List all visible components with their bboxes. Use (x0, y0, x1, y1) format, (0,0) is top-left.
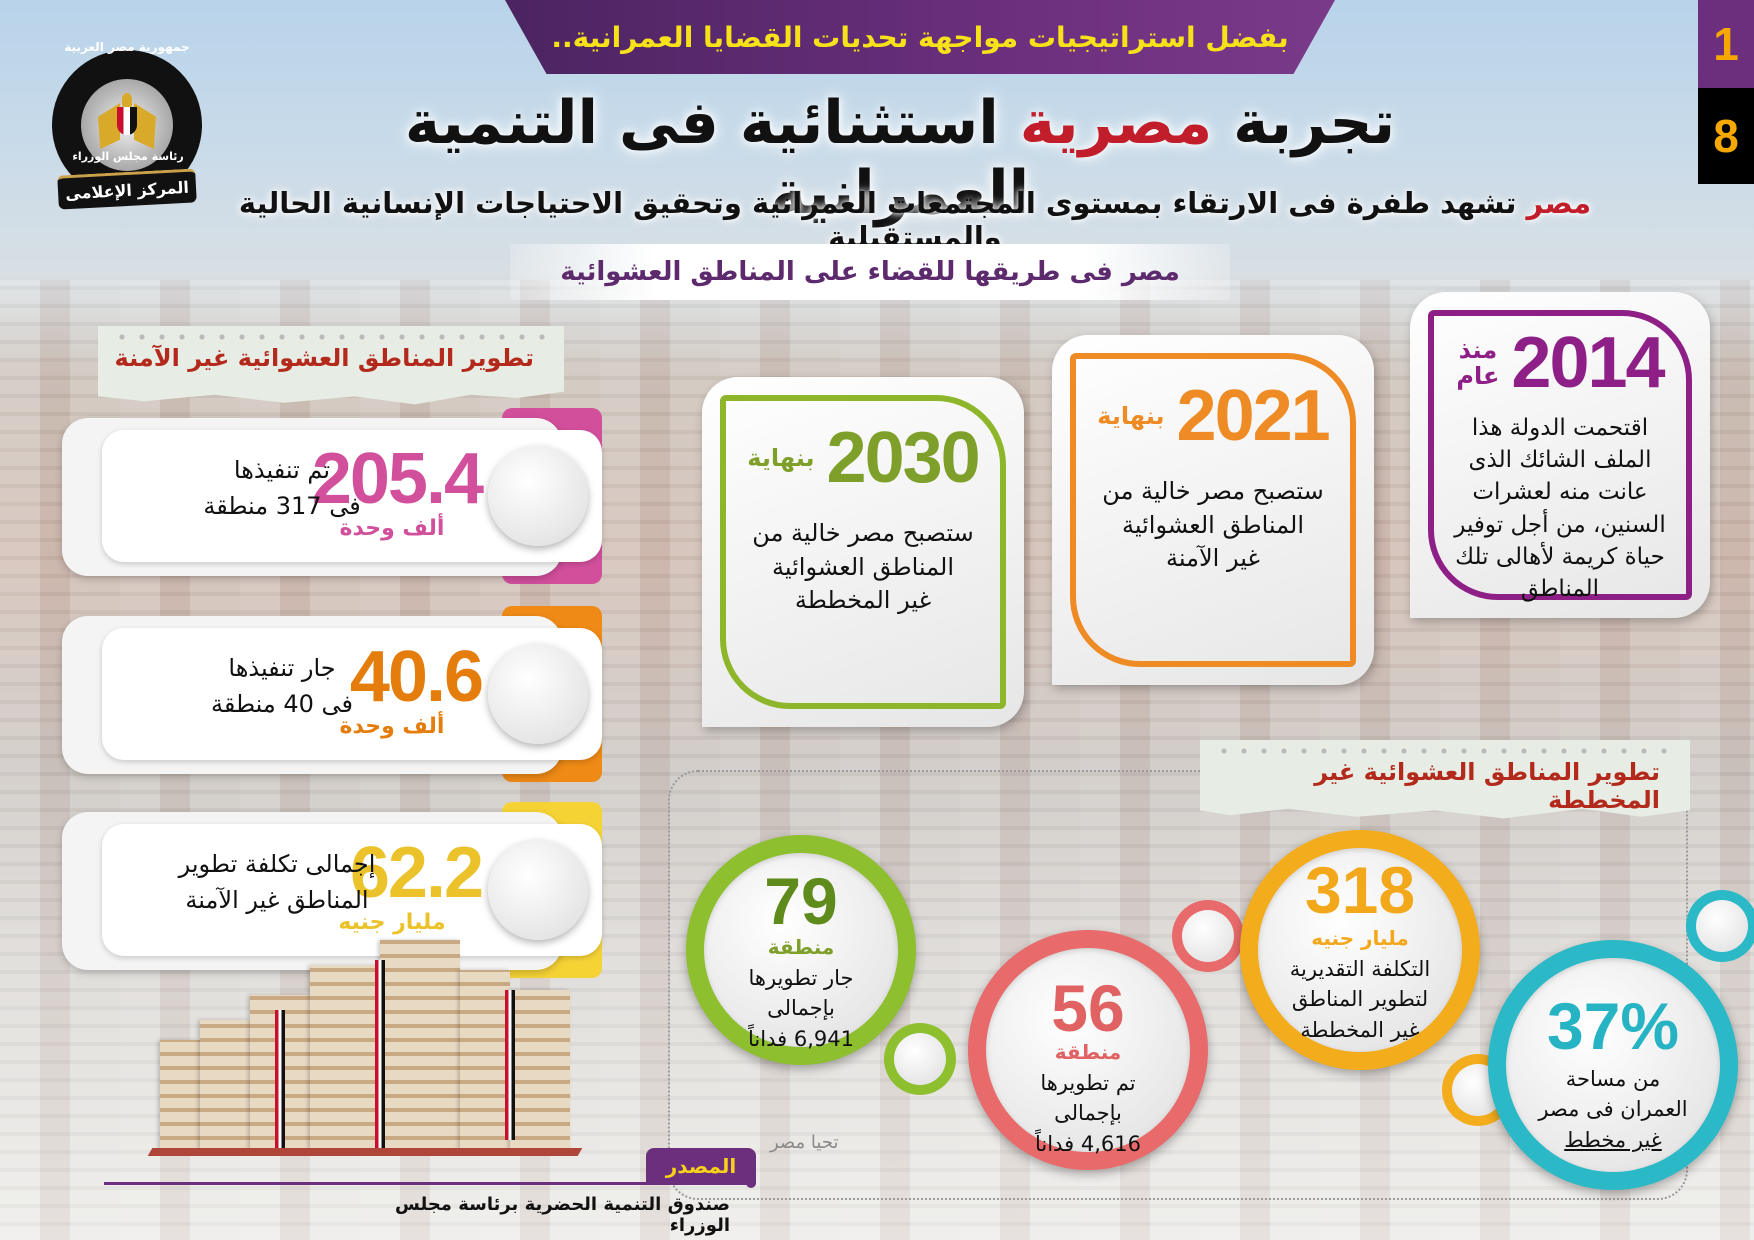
stat-row-ongoing-units: 40.6 ألف وحدة جار تنفيذها فى 40 منطقة (62, 606, 602, 782)
timeline-text: اقتحمت الدولة هذا الملف الشائك الذى عانت… (1454, 415, 1666, 602)
timeline-year: 2014 (1511, 323, 1665, 403)
page-title: تجربة مصرية استثنائية فى التنمية العمران… (404, 88, 1396, 228)
title-accent: مصرية (1019, 88, 1213, 158)
page-subtitle: مصر تشهد طفرة فى الارتقاء بمستوى المجتمع… (238, 186, 1592, 254)
tagline-bar: مصر فى طريقها للقضاء على المناطق العشوائ… (510, 244, 1230, 300)
logo-sub-text: رئاسة مجلس الوزراء (72, 150, 184, 163)
timeline-year: 2021 (1176, 376, 1331, 456)
timeline-prefix: بنهاية (747, 443, 815, 472)
stat-row-total-cost: 62.2 مليار جنيه إجمالى تكلفة تطوير المناط… (62, 802, 602, 978)
subtitle-accent: مصر (1526, 186, 1592, 220)
connector-knob (1686, 890, 1754, 962)
stat-circle-unplanned-share: 37% من مساحة العمران فى مصر غير مخطط (1488, 890, 1754, 1190)
eagle-emblem-icon (98, 93, 156, 157)
page-counter-top: 1 (1698, 0, 1754, 88)
unplanned-areas-heading: تطوير المناطق العشوائية غير المخططة (1200, 740, 1690, 819)
stat-circle-developed-areas: 56 منطقة تم تطويرها بإجمالى 4,616 فداناً (968, 900, 1244, 1170)
logo-arc-text: جمهورية مصر العربية (64, 40, 190, 54)
timeline-prefix: منذ عام (1456, 335, 1500, 390)
source-text: صندوق التنمية الحضرية برئاسة مجلس الوزرا… (395, 1194, 730, 1236)
stat-unit: مليار جنيه (338, 910, 446, 935)
stat-description: من مساحة العمران فى مصر غير مخطط (1538, 1067, 1688, 1152)
counter-digit-top: 1 (1713, 18, 1739, 70)
egypt-flag-icon (505, 990, 515, 1140)
decorative-knob (488, 644, 588, 744)
stat-circle-estimated-cost: 318 مليار جنيه التكلفة التقديرية لتطوير ا… (1240, 830, 1514, 1126)
section-heading-text: تطوير المناطق العشوائية غير الآمنة (114, 344, 534, 372)
housing-buildings-illustration (110, 940, 583, 1156)
stat-description: تم تطويرها بإجمالى 4,616 فداناً (1035, 1071, 1141, 1156)
connector-knob (884, 1023, 956, 1095)
logo-banner-text: المركز الإعلامى (64, 177, 190, 204)
logo-banner: المركز الإعلامى (57, 168, 197, 210)
stat-circle-ongoing-areas: 79 منطقة جار تطويرها بإجمالى 6,941 فداناً (686, 835, 956, 1095)
timeline-card-2021: 2021 بنهاية ستصبح مصر خالية من المناطق ا… (1052, 335, 1374, 685)
unsafe-areas-heading: تطوير المناطق العشوائية غير الآمنة (98, 326, 564, 405)
stat-unit: منطقة (767, 935, 835, 959)
timeline-text: ستصبح مصر خالية من المناطق العشوائية غير… (1102, 477, 1324, 573)
stat-unit: منطقة (1054, 1040, 1122, 1064)
source-badge: المصدر (646, 1148, 756, 1184)
stat-value: 79 (764, 864, 838, 938)
stat-description: تم تنفيذها فى 317 منطقة (203, 456, 361, 520)
stat-value: 318 (1304, 853, 1416, 927)
source-divider-dot (746, 1178, 756, 1188)
decorative-knob (488, 840, 588, 940)
watermark-text: تحيا مصر (770, 1132, 839, 1153)
stat-description: جار تطويرها بإجمالى 6,941 فداناً (748, 966, 854, 1051)
timeline-text: ستصبح مصر خالية من المناطق العشوائية غير… (752, 519, 974, 615)
decorative-knob (488, 446, 588, 546)
stat-value: 40.6 (349, 637, 484, 717)
stat-description: جار تنفيذها فى 40 منطقة (210, 654, 354, 718)
stat-unit: ألف وحدة (339, 516, 445, 541)
connector-knob (1172, 900, 1244, 972)
tagline-text: مصر فى طريقها للقضاء على المناطق العشوائ… (560, 257, 1180, 287)
stat-unit: ألف وحدة (339, 714, 445, 739)
timeline-card-2030: 2030 بنهاية ستصبح مصر خالية من المناطق ا… (702, 377, 1024, 727)
stat-description: التكلفة التقديرية لتطوير المناطق غير المخط… (1289, 957, 1431, 1042)
stat-row-built-units: 205.4 ألف وحدة تم تنفيذها فى 317 منطقة (62, 408, 602, 584)
timeline-card-2014: 2014 منذ عام اقتحمت الدولة هذا الملف الشا… (1410, 292, 1710, 618)
stat-value: 205.4 (311, 439, 484, 519)
top-ribbon: بفضل استراتيجيات مواجهة تحديات القضايا ا… (505, 0, 1335, 74)
source-divider (104, 1182, 752, 1185)
timeline-year: 2030 (826, 418, 981, 498)
stat-value: 56 (1051, 971, 1125, 1045)
section-heading-text: تطوير المناطق العشوائية غير المخططة (1314, 758, 1660, 814)
stat-value: 62.2 (349, 833, 484, 913)
stat-unit: مليار جنيه (1311, 926, 1409, 950)
counter-digit-bottom: 8 (1713, 110, 1739, 162)
page-counter-bottom: 8 (1698, 88, 1754, 184)
egypt-flag-icon (375, 960, 385, 1150)
stat-description: إجمالى تكلفة تطوير المناطق غير الآمنة (178, 850, 376, 914)
ribbon-text: بفضل استراتيجيات مواجهة تحديات القضايا ا… (551, 20, 1289, 54)
stat-value: 37% (1546, 989, 1680, 1063)
egypt-flag-icon (275, 1010, 285, 1150)
timeline-prefix: بنهاية (1097, 401, 1165, 430)
source-label: المصدر (665, 1154, 737, 1178)
